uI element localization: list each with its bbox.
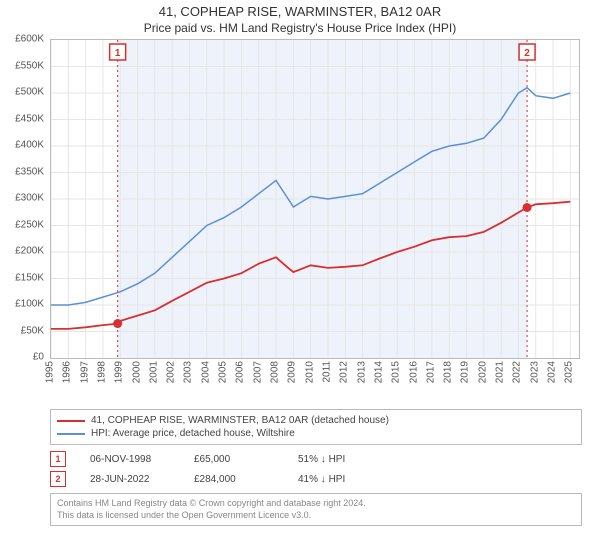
y-tick-label: £400K xyxy=(15,140,44,151)
x-tick-label: 2012 xyxy=(339,361,350,383)
y-tick-label: £250K xyxy=(15,219,44,230)
y-axis-labels: £0£50K£100K£150K£200K£250K£300K£350K£400… xyxy=(0,39,48,359)
sale-price: £65,000 xyxy=(194,454,274,465)
y-tick-label: £0 xyxy=(33,352,44,363)
x-tick-label: 2022 xyxy=(512,361,523,383)
legend-item: HPI: Average price, detached house, Wilt… xyxy=(57,427,575,440)
legend-label: HPI: Average price, detached house, Wilt… xyxy=(91,428,295,439)
x-tick-label: 2000 xyxy=(131,361,142,383)
x-tick-label: 2020 xyxy=(477,361,488,383)
x-tick-label: 2009 xyxy=(287,361,298,383)
y-tick-label: £600K xyxy=(15,34,44,45)
chart-area: £0 £50K £100K £150K £200K £250K £300K £350K £400… xyxy=(0,39,600,409)
y-tick-label: £50K xyxy=(21,325,44,336)
y-tick-label: £300K xyxy=(15,193,44,204)
y-tick-label: £100K xyxy=(15,299,44,310)
chart-title: 41, COPHEAP RISE, WARMINSTER, BA12 0AR xyxy=(0,0,600,19)
x-tick-label: 2004 xyxy=(200,361,211,383)
x-tick-label: 2019 xyxy=(460,361,471,383)
plot-area: 12 xyxy=(50,39,580,359)
y-tick-label: £200K xyxy=(15,246,44,257)
x-tick-label: 2023 xyxy=(529,361,540,383)
x-tick-label: 2016 xyxy=(408,361,419,383)
x-tick-label: 2025 xyxy=(564,361,575,383)
footnote-line: This data is licensed under the Open Gov… xyxy=(57,510,575,522)
sale-marker-badge: 2 xyxy=(50,471,66,487)
sale-row: 1 06-NOV-1998 £65,000 51% ↓ HPI xyxy=(50,449,582,469)
x-tick-label: 2011 xyxy=(321,361,332,383)
legend-item: 41, COPHEAP RISE, WARMINSTER, BA12 0AR (… xyxy=(57,414,575,427)
x-tick-label: 2006 xyxy=(235,361,246,383)
x-tick-label: 1998 xyxy=(96,361,107,383)
legend-swatch xyxy=(57,420,85,422)
chart-subtitle: Price paid vs. HM Land Registry's House … xyxy=(0,19,600,39)
x-tick-label: 2007 xyxy=(252,361,263,383)
x-tick-label: 2010 xyxy=(304,361,315,383)
legend-swatch xyxy=(57,433,85,435)
sale-delta: 41% ↓ HPI xyxy=(298,474,378,485)
sale-marker-badge: 1 xyxy=(50,451,66,467)
sale-price: £284,000 xyxy=(194,474,274,485)
svg-text:1: 1 xyxy=(115,48,121,59)
svg-text:2: 2 xyxy=(524,48,530,59)
sale-date: 28-JUN-2022 xyxy=(90,474,170,485)
legend-label: 41, COPHEAP RISE, WARMINSTER, BA12 0AR (… xyxy=(91,415,389,426)
sales-table: 1 06-NOV-1998 £65,000 51% ↓ HPI 2 28-JUN-2022… xyxy=(50,449,582,489)
y-tick-label: £500K xyxy=(15,87,44,98)
x-tick-label: 2021 xyxy=(495,361,506,383)
chart-svg: 12 xyxy=(51,40,579,358)
x-tick-label: 2017 xyxy=(425,361,436,383)
x-tick-label: 1999 xyxy=(114,361,125,383)
x-tick-label: 2001 xyxy=(148,361,159,383)
x-tick-label: 1996 xyxy=(62,361,73,383)
x-tick-label: 2014 xyxy=(373,361,384,383)
x-axis-labels: 1995199619971998199920002001200220032004… xyxy=(50,361,580,409)
x-tick-label: 2015 xyxy=(391,361,402,383)
x-tick-label: 2005 xyxy=(218,361,229,383)
legend: 41, COPHEAP RISE, WARMINSTER, BA12 0AR (… xyxy=(50,409,582,445)
x-tick-label: 2008 xyxy=(270,361,281,383)
x-tick-label: 2003 xyxy=(183,361,194,383)
y-tick-label: £550K xyxy=(15,60,44,71)
footnote-line: Contains HM Land Registry data © Crown c… xyxy=(57,498,575,510)
footnote: Contains HM Land Registry data © Crown c… xyxy=(50,493,582,526)
y-tick-label: £350K xyxy=(15,166,44,177)
sale-row: 2 28-JUN-2022 £284,000 41% ↓ HPI xyxy=(50,469,582,489)
x-tick-label: 2024 xyxy=(547,361,558,383)
sale-date: 06-NOV-1998 xyxy=(90,454,170,465)
x-tick-label: 1995 xyxy=(45,361,56,383)
x-tick-label: 2002 xyxy=(166,361,177,383)
y-tick-label: £150K xyxy=(15,272,44,283)
x-tick-label: 1997 xyxy=(79,361,90,383)
chart-container: 41, COPHEAP RISE, WARMINSTER, BA12 0AR P… xyxy=(0,0,600,560)
sale-delta: 51% ↓ HPI xyxy=(298,454,378,465)
x-tick-label: 2013 xyxy=(356,361,367,383)
x-tick-label: 2018 xyxy=(443,361,454,383)
y-tick-label: £450K xyxy=(15,113,44,124)
